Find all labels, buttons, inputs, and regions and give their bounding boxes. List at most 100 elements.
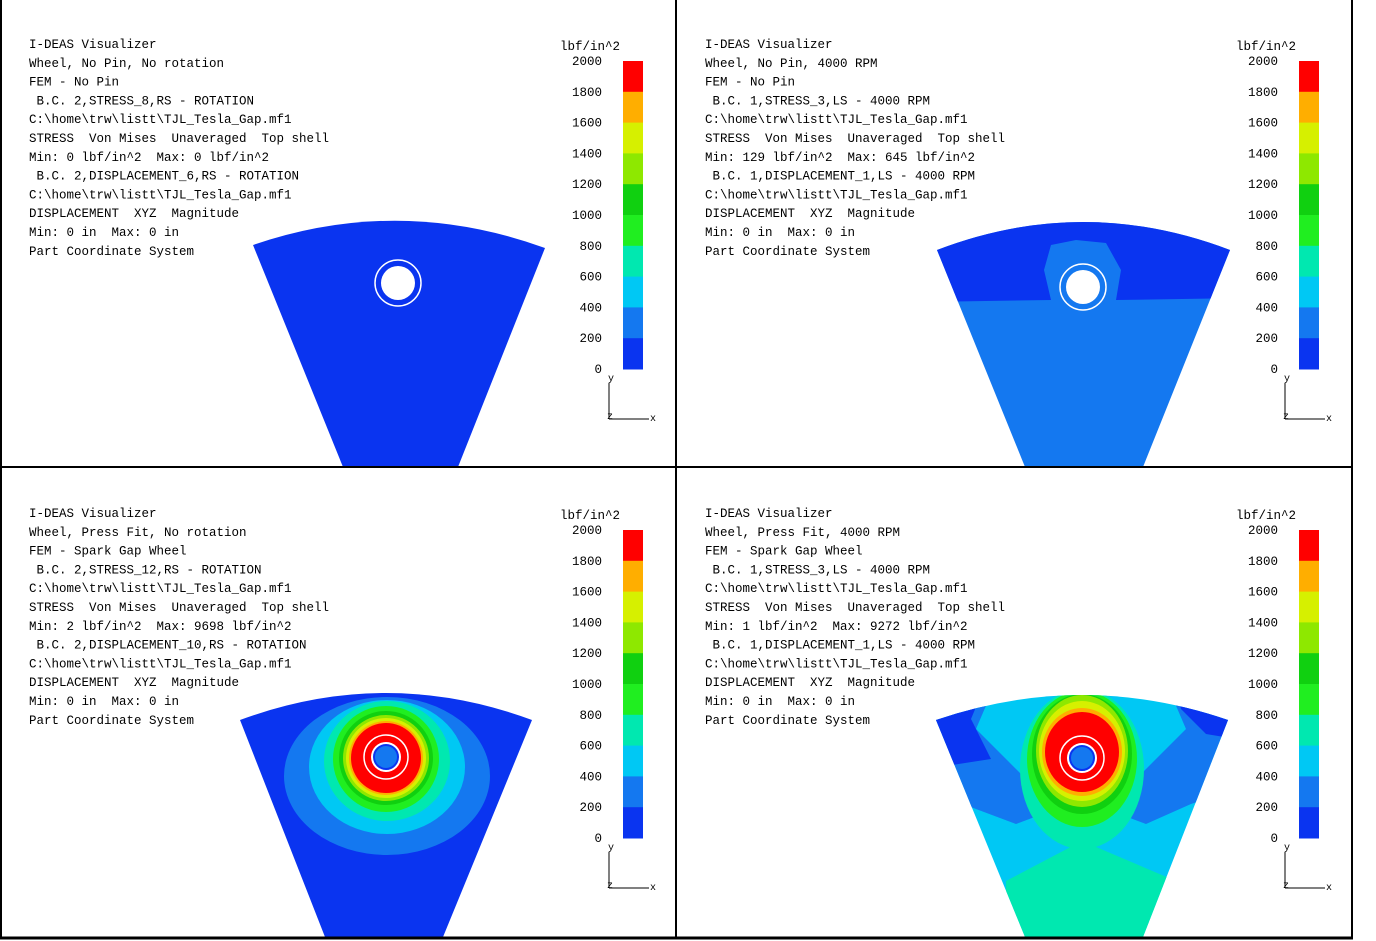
unit-label: lbf/in^2 [1236,40,1296,54]
colorbar-tick-label: 200 [579,332,602,346]
info-line: Min: 0 in Max: 0 in [705,226,855,240]
model-view [937,222,1230,467]
colorbar-tick-label: 800 [1255,240,1278,254]
colorbar-segment [623,591,643,623]
info-line: I-DEAS Visualizer [705,38,833,52]
colorbar-tick-label: 1800 [572,555,602,569]
colorbar-segment [623,122,643,154]
info-line: B.C. 2,DISPLACEMENT_10,RS - ROTATION [29,639,307,653]
colorbar-segment [1299,276,1319,308]
info-line: C:\home\trw\listt\TJL_Tesla_Gap.mf1 [29,113,292,127]
colorbar-tick-label: 2000 [572,55,602,69]
colorbar-segment [1299,560,1319,593]
info-line: B.C. 2,DISPLACEMENT_6,RS - ROTATION [29,170,299,184]
info-line: Min: 0 in Max: 0 in [705,695,855,709]
colorbar-segment [623,560,643,593]
info-line: Part Coordinate System [705,245,870,259]
zone [937,222,1230,302]
axis-label: x [1326,414,1332,425]
contours [936,695,1228,937]
hole [381,266,415,300]
info-line: Min: 0 in Max: 0 in [29,695,179,709]
info-line: C:\home\trw\listt\TJL_Tesla_Gap.mf1 [29,188,292,202]
info-line: I-DEAS Visualizer [29,507,157,521]
colorbar-segment [1299,530,1319,562]
colorbar-tick-label: 1200 [572,647,602,661]
colorbar-tick-label: 800 [579,709,602,723]
colorbar-tick-label: 200 [1255,332,1278,346]
axis-label: y [1284,374,1290,385]
colorbar-tick-label: 400 [579,301,602,315]
contours [240,693,532,937]
pin [1069,745,1095,771]
axis-label: x [1326,883,1332,894]
colorbar-segment [623,684,643,716]
info-line: Min: 2 lbf/in^2 Max: 9698 lbf/in^2 [29,620,292,634]
info-line: I-DEAS Visualizer [29,38,157,52]
colorbar-tick-label: 0 [594,363,602,377]
info-line: DISPLACEMENT XYZ Magnitude [705,676,915,690]
colorbar-segment [1299,807,1319,839]
colorbar-tick-label: 400 [1255,301,1278,315]
colorbar-segment [623,215,643,247]
info-line: STRESS Von Mises Unaveraged Top shell [705,601,1005,615]
info-line: Wheel, Press Fit, No rotation [29,526,247,540]
colorbar-tick-label: 800 [1255,709,1278,723]
colorbar-tick-label: 400 [579,770,602,784]
info-line: STRESS Von Mises Unaveraged Top shell [29,601,329,615]
colorbar-segment [623,61,643,93]
colorbar-tick-label: 1400 [572,147,602,161]
info-line: I-DEAS Visualizer [705,507,833,521]
colorbar-tick-label: 600 [579,271,602,285]
colorbar-tick-label: 1400 [572,616,602,630]
colorbar-tick-label: 1800 [1248,86,1278,100]
info-line: Min: 1 lbf/in^2 Max: 9272 lbf/in^2 [705,620,968,634]
colorbar-tick-label: 1600 [572,586,602,600]
model-view [240,693,532,937]
ring [363,734,409,780]
info-line: FEM - Spark Gap Wheel [705,545,863,559]
colorbar-segment [623,745,643,777]
colorbar-tick-label: 1000 [572,209,602,223]
info-line: Part Coordinate System [29,245,194,259]
info-line: DISPLACEMENT XYZ Magnitude [29,207,239,221]
info-line: B.C. 1,STRESS_3,LS - 4000 RPM [705,563,930,577]
axis-label: y [608,374,614,385]
axis-label: y [608,843,614,854]
info-line: Min: 129 lbf/in^2 Max: 645 lbf/in^2 [705,151,975,165]
info-line: Wheel, Press Fit, 4000 RPM [705,526,900,540]
colorbar-segment [1299,61,1319,93]
colorbar-segment [623,91,643,124]
colorbar-tick-label: 400 [1255,770,1278,784]
colorbar-segment [1299,153,1319,185]
colorbar-segment [623,807,643,839]
colorbar-segment [1299,307,1319,339]
colorbar-tick-label: 200 [579,801,602,815]
colorbar-segment [623,714,643,747]
colorbar-tick-label: 1400 [1248,147,1278,161]
colorbar-tick-label: 600 [579,740,602,754]
info-line: STRESS Von Mises Unaveraged Top shell [29,132,329,146]
colorbar-tick-label: 0 [1270,363,1278,377]
colorbar-tick-label: 600 [1255,740,1278,754]
model-view [253,220,545,467]
info-line: FEM - No Pin [29,76,119,90]
colorbar-tick-label: 2000 [572,524,602,538]
info-line: Wheel, No Pin, No rotation [29,57,224,71]
colorbar-segment [623,530,643,562]
info-line: C:\home\trw\listt\TJL_Tesla_Gap.mf1 [705,113,968,127]
colorbar-tick-label: 1200 [1248,647,1278,661]
colorbar-tick-label: 1600 [1248,117,1278,131]
panel: I-DEAS Visualizer Wheel, Press Fit, No ro… [29,507,656,894]
colorbar-segment [1299,245,1319,278]
info-line: B.C. 1,STRESS_3,LS - 4000 RPM [705,94,930,108]
hole [1066,270,1100,304]
info-line: DISPLACEMENT XYZ Magnitude [29,676,239,690]
colorbar-segment [1299,122,1319,154]
axis-label: z [1283,881,1289,892]
axis-label: z [607,881,613,892]
colorbar-segment [623,276,643,308]
colorbar-tick-label: 1400 [1248,616,1278,630]
